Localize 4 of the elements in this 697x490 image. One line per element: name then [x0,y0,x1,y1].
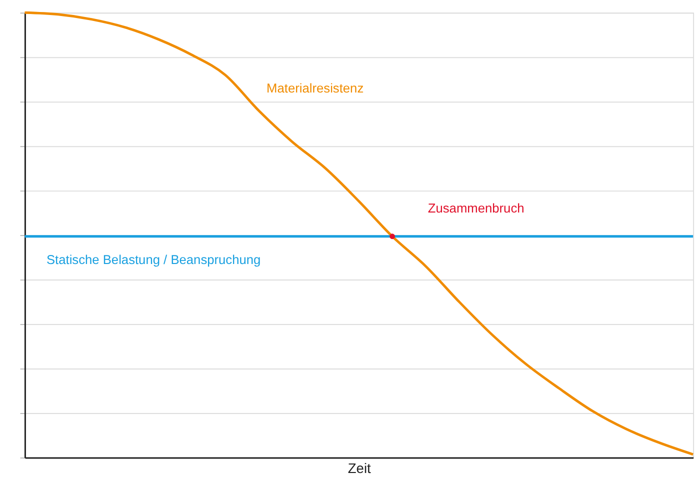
ref-line-label: Statische Belastung / Beanspruchung [46,252,261,268]
series-label: Materialresistenz [266,80,364,96]
annotation: Zusammenbruch [428,200,524,216]
x-axis-title: Zeit [348,460,372,476]
